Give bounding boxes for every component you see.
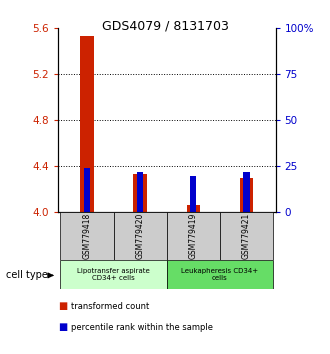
Text: ■: ■ (58, 301, 67, 311)
Bar (220, 212, 273, 260)
Text: ■: ■ (58, 322, 67, 332)
Bar (190, 176, 196, 212)
Bar (243, 172, 249, 212)
Bar (114, 212, 167, 260)
Bar (240, 178, 253, 212)
Bar (80, 36, 94, 212)
Text: transformed count: transformed count (71, 302, 149, 311)
Text: Lipotransfer aspirate
CD34+ cells: Lipotransfer aspirate CD34+ cells (77, 268, 150, 281)
Bar (167, 260, 273, 289)
Text: GSM779420: GSM779420 (136, 213, 145, 259)
Bar (137, 172, 143, 212)
Bar (60, 260, 167, 289)
Bar (167, 212, 220, 260)
Bar (84, 168, 90, 212)
Text: GSM779418: GSM779418 (82, 213, 91, 259)
Text: GSM779421: GSM779421 (242, 213, 251, 259)
Text: percentile rank within the sample: percentile rank within the sample (71, 323, 213, 332)
Bar (133, 175, 147, 212)
Text: cell type: cell type (6, 270, 48, 280)
Bar (186, 206, 200, 212)
Text: GSM779419: GSM779419 (189, 213, 198, 259)
Bar (60, 212, 114, 260)
Text: GDS4079 / 8131703: GDS4079 / 8131703 (102, 20, 228, 33)
Text: Leukapheresis CD34+
cells: Leukapheresis CD34+ cells (181, 268, 258, 281)
